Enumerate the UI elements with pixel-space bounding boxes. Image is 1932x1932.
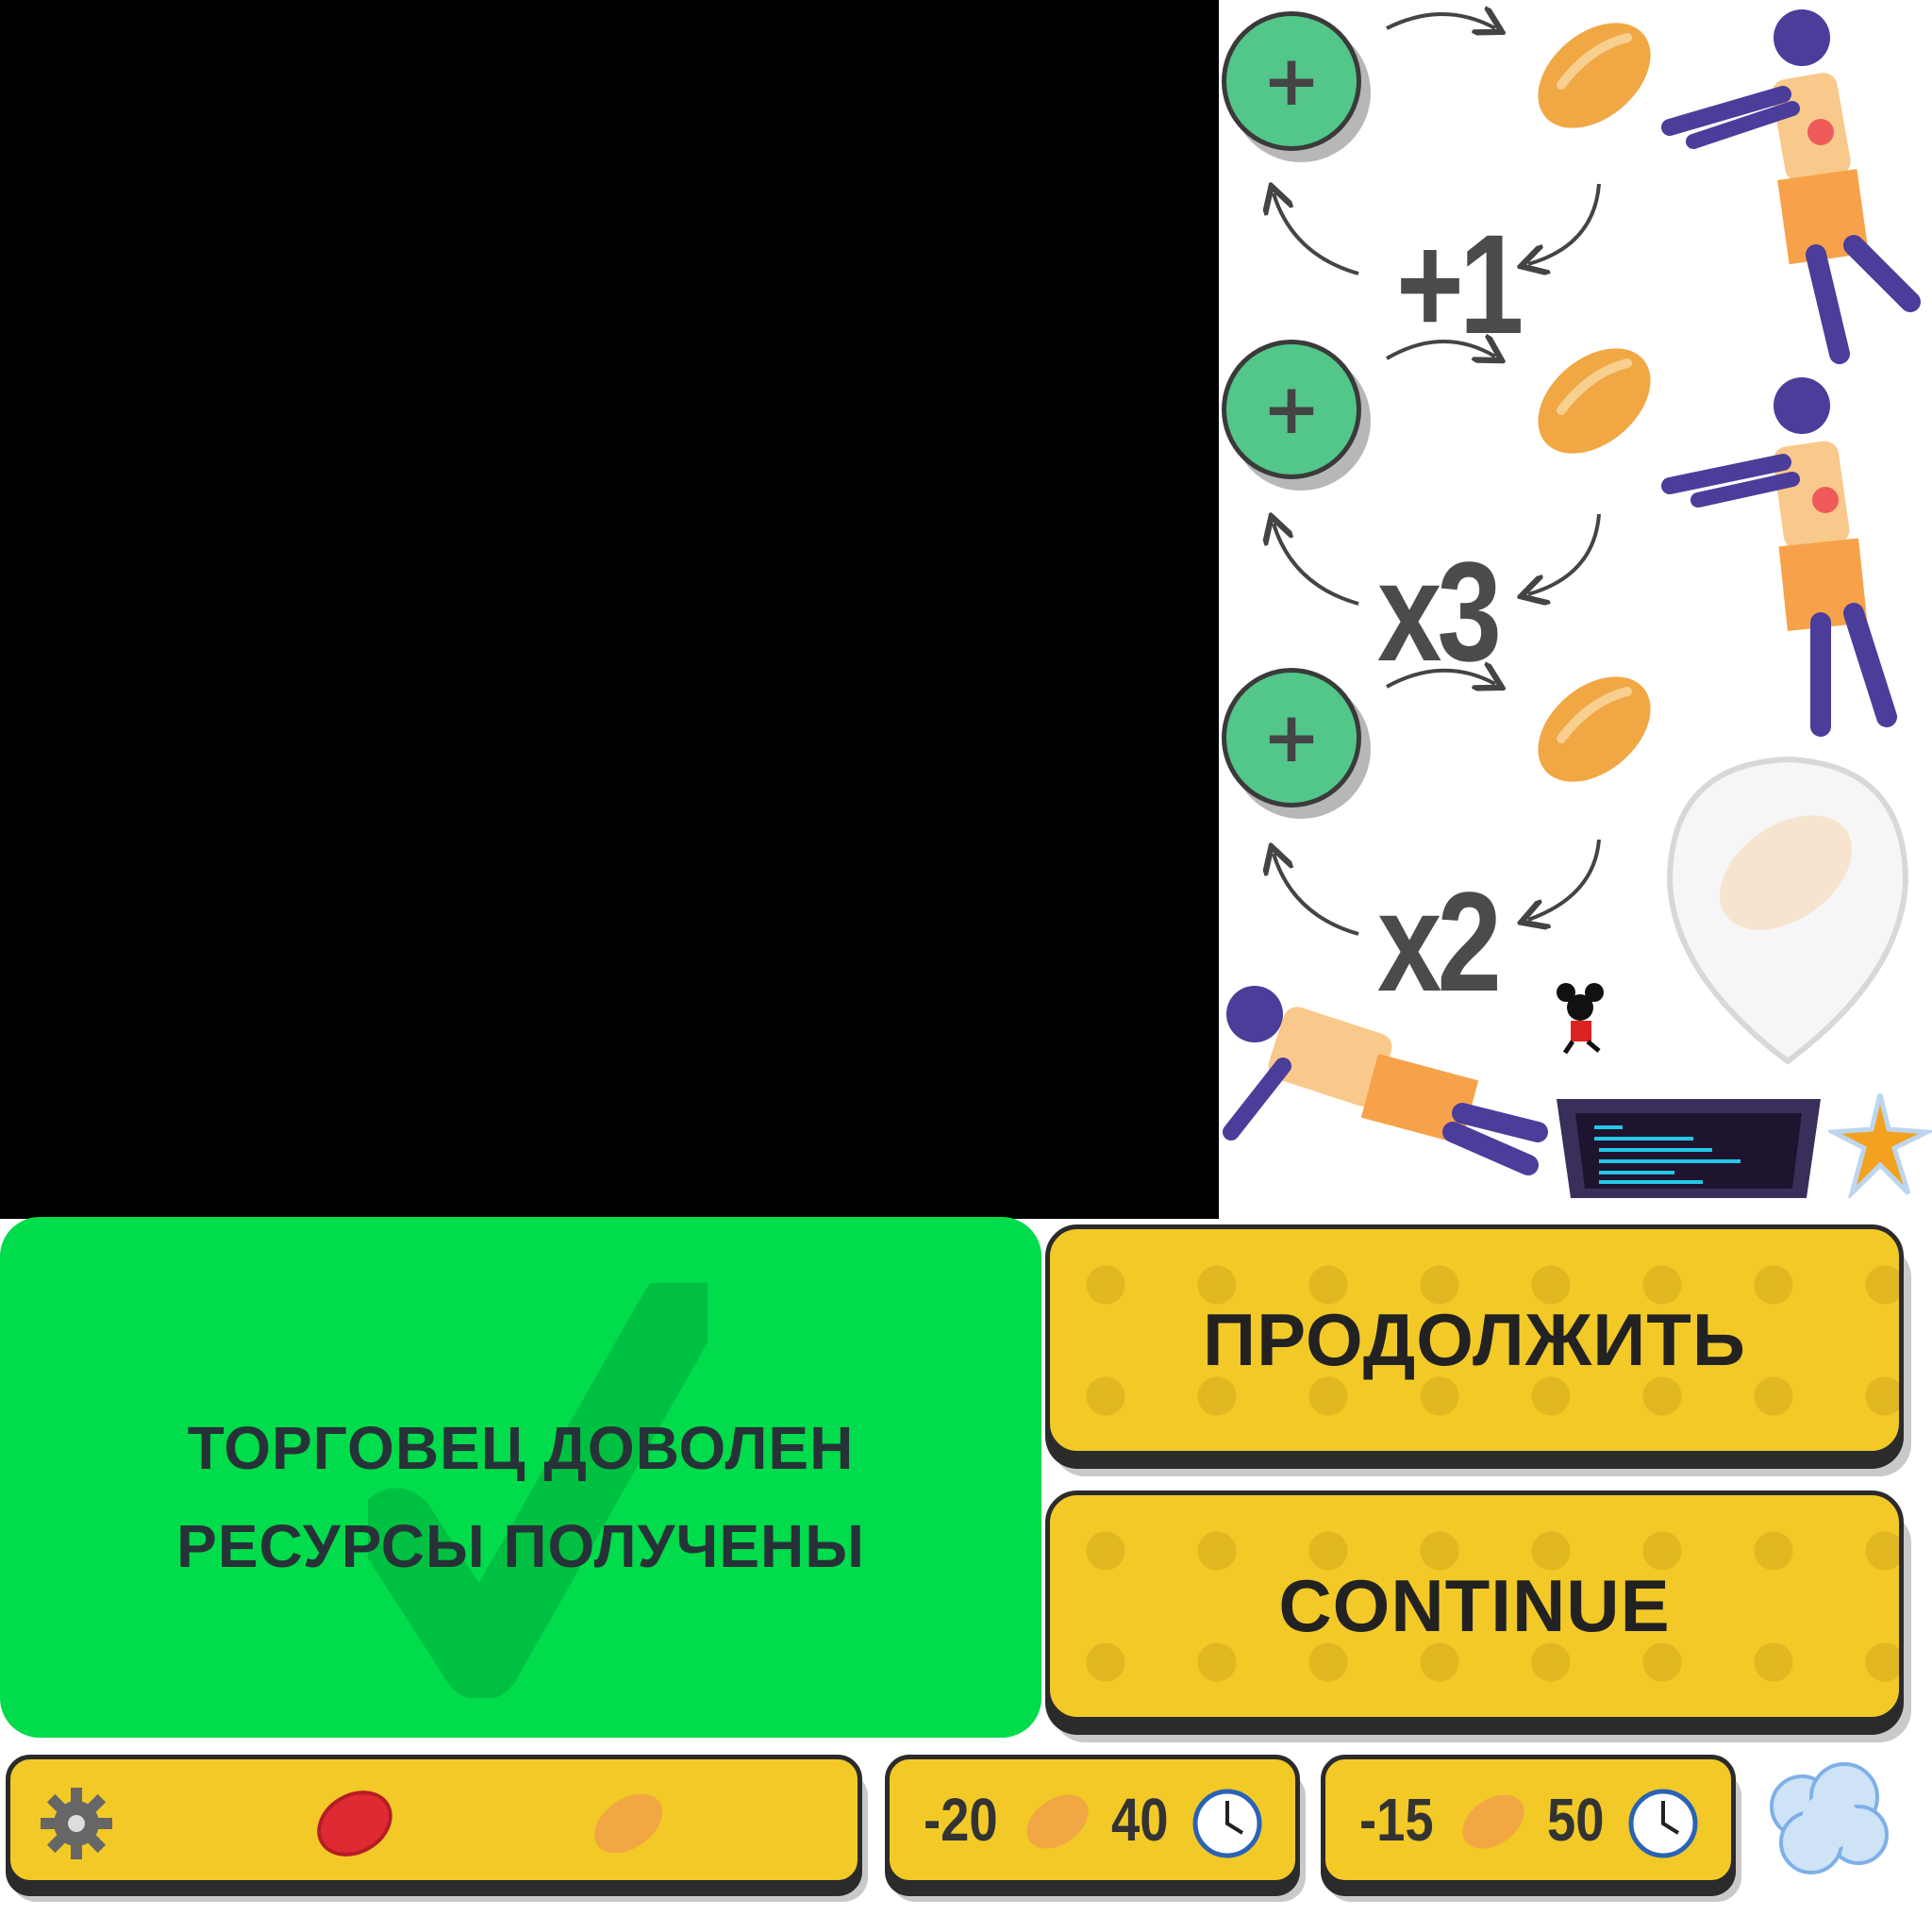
zombie-fallen-icon xyxy=(1223,986,1548,1175)
trade-success-panel: ТОРГОВЕЦ ДОВОЛЕН РЕСУРСЫ ПОЛУЧЕНЫ xyxy=(0,1217,1041,1738)
zombie-icon xyxy=(1661,9,1921,364)
clock-icon xyxy=(1628,1789,1698,1858)
star-burst-icon xyxy=(1828,1093,1932,1198)
bread-icon xyxy=(1462,1794,1524,1849)
arrow-down-icon xyxy=(1528,513,1601,594)
continue-ru-label: ПРОДОЛЖИТЬ xyxy=(1203,1298,1746,1381)
zombie-icon xyxy=(1661,377,1897,737)
arrow-up-icon xyxy=(1274,854,1359,936)
multiplier-label-1: +1 xyxy=(1396,205,1524,363)
cost-time: 40 xyxy=(1111,1786,1169,1854)
trade-cost-box-2[interactable]: -15 50 xyxy=(1321,1755,1736,1885)
continue-en-label: CONTINUE xyxy=(1278,1564,1671,1647)
arrow-right-icon xyxy=(1386,671,1495,687)
resource-bar xyxy=(6,1755,862,1885)
status-message: ТОРГОВЕЦ ДОВОЛЕН РЕСУРСЫ ПОЛУЧЕНЫ xyxy=(0,1399,1041,1595)
bread-icon xyxy=(1538,23,1651,128)
arrow-right-icon xyxy=(1385,341,1495,358)
bread-icon xyxy=(1026,1794,1089,1849)
multiplier-label-3: x2 xyxy=(1377,862,1502,1021)
continue-ru-button[interactable]: ПРОДОЛЖИТЬ xyxy=(1045,1224,1904,1456)
cost-amount: -20 xyxy=(924,1786,998,1854)
continue-en-button[interactable]: CONTINUE xyxy=(1045,1491,1904,1722)
gear-icon[interactable] xyxy=(39,1786,114,1861)
multiplier-label-2: x3 xyxy=(1377,532,1502,691)
arrow-right-icon xyxy=(1386,14,1495,28)
bread-bubble-icon xyxy=(1666,756,1909,1065)
plus-icon: + xyxy=(1261,369,1321,450)
bottlecap-icon xyxy=(317,1790,392,1857)
arrow-down-icon xyxy=(1528,839,1601,920)
mouse-icon xyxy=(1557,983,1604,1055)
plus-button-3[interactable]: + xyxy=(1222,668,1361,808)
plus-button-2[interactable]: + xyxy=(1222,340,1361,479)
arrow-layer xyxy=(1217,0,1601,936)
laptop-icon xyxy=(1557,1099,1821,1198)
arrow-up-icon xyxy=(1274,524,1359,606)
arrow-up-icon xyxy=(1274,193,1359,275)
plus-icon: + xyxy=(1261,41,1321,122)
plus-icon: + xyxy=(1261,697,1321,778)
smoke-puff-icon xyxy=(1770,1762,1889,1874)
clock-icon xyxy=(1192,1789,1262,1858)
status-line-resources: РЕСУРСЫ ПОЛУЧЕНЫ xyxy=(176,1512,865,1580)
arrow-down-icon xyxy=(1528,183,1601,264)
trade-cost-box-1[interactable]: -20 40 xyxy=(885,1755,1300,1885)
plus-button-1[interactable]: + xyxy=(1222,11,1361,151)
checkmark-icon xyxy=(368,1283,708,1698)
bread-icon xyxy=(1538,676,1651,782)
status-line-merchant: ТОРГОВЕЦ ДОВОЛЕН xyxy=(187,1414,855,1482)
bread-icon xyxy=(593,1793,663,1854)
cost-time: 50 xyxy=(1547,1786,1605,1854)
cost-amount: -15 xyxy=(1359,1786,1434,1854)
bread-icon xyxy=(1538,348,1651,454)
game-viewport xyxy=(0,0,1219,1219)
